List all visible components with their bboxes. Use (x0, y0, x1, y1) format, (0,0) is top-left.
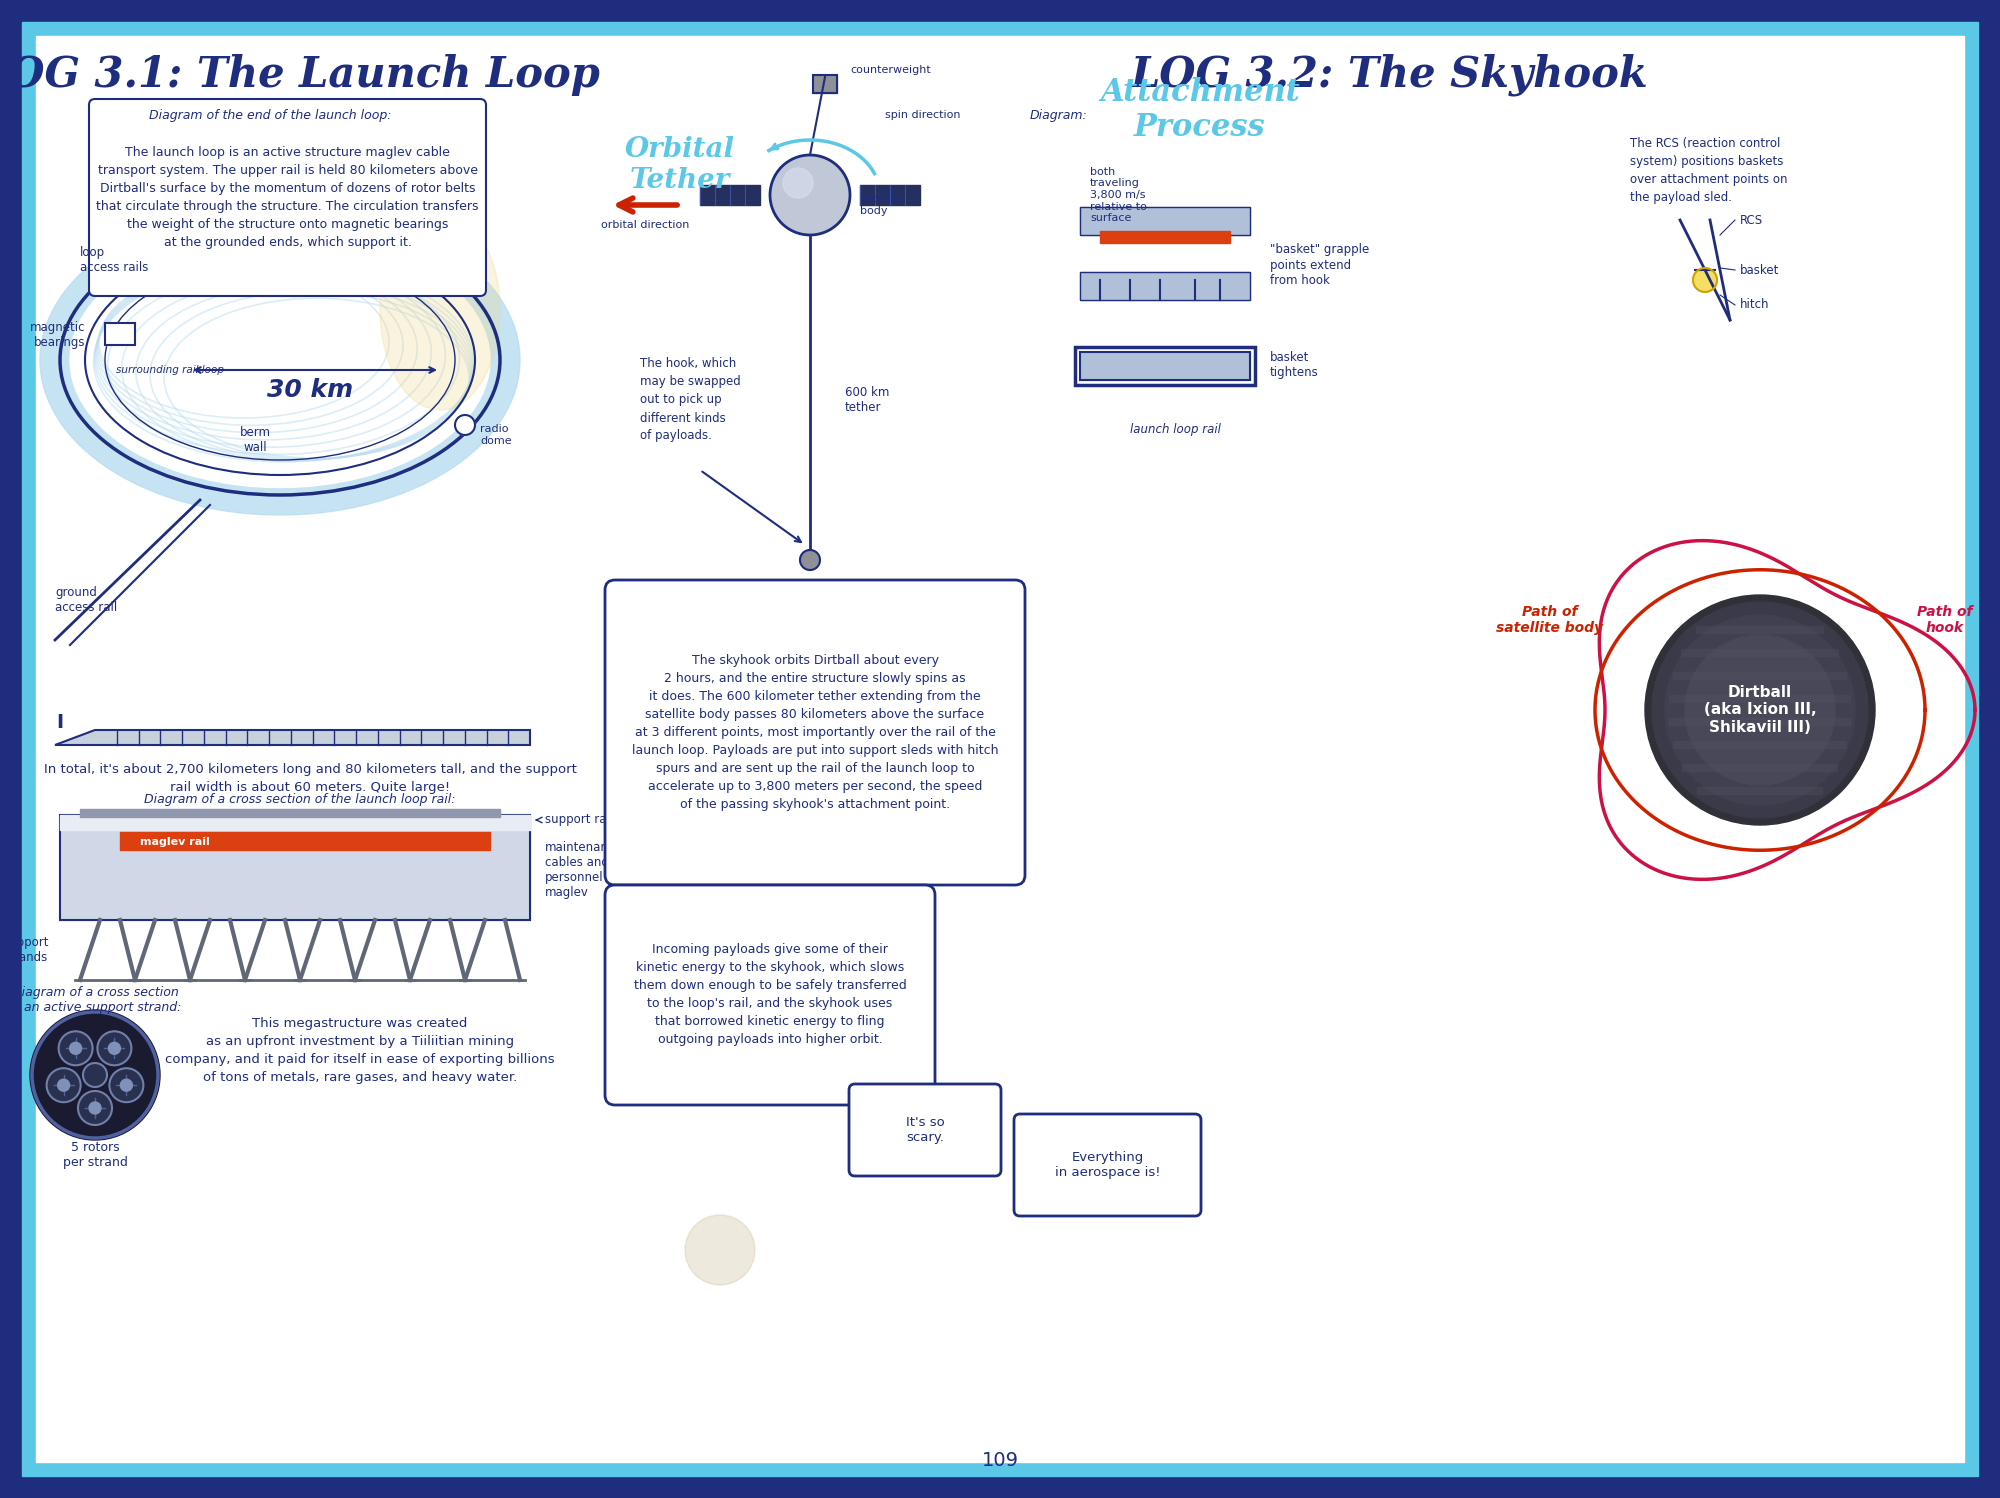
Circle shape (70, 1043, 82, 1055)
Text: ground
access rail: ground access rail (56, 586, 118, 614)
Text: Diagram:: Diagram: (1030, 108, 1088, 121)
Circle shape (1652, 602, 1868, 818)
Circle shape (770, 154, 850, 235)
Circle shape (456, 415, 476, 434)
Circle shape (110, 1068, 144, 1103)
Text: The skyhook orbits Dirtball about every
2 hours, and the entire structure slowly: The skyhook orbits Dirtball about every … (632, 655, 998, 810)
Text: both
traveling
3,800 m/s
relative to
surface: both traveling 3,800 m/s relative to sur… (1090, 166, 1146, 223)
Text: 109: 109 (982, 1450, 1018, 1470)
FancyBboxPatch shape (848, 1085, 1002, 1176)
Text: 600 km
tether: 600 km tether (844, 386, 890, 413)
Bar (1080, 273, 1250, 300)
Text: maintenance
cables and
personnel
maglev: maintenance cables and personnel maglev (544, 840, 622, 899)
Ellipse shape (40, 205, 520, 515)
Bar (1080, 273, 1250, 300)
Polygon shape (60, 815, 530, 830)
Text: spin direction: spin direction (884, 109, 960, 120)
Text: RCS: RCS (1740, 214, 1764, 226)
Circle shape (88, 1103, 100, 1115)
Circle shape (78, 1091, 112, 1125)
Text: maglev rail: maglev rail (140, 837, 210, 846)
Text: LOG 3.2: The Skyhook: LOG 3.2: The Skyhook (1132, 54, 1648, 96)
Circle shape (46, 1068, 80, 1103)
Text: Diagram of a cross section
of an active support strand:: Diagram of a cross section of an active … (8, 986, 182, 1014)
Bar (104, 324, 136, 345)
Circle shape (1692, 268, 1716, 292)
Polygon shape (56, 730, 530, 745)
Ellipse shape (380, 210, 500, 410)
FancyBboxPatch shape (88, 99, 486, 297)
Text: basket: basket (1740, 264, 1780, 277)
Circle shape (84, 1064, 108, 1088)
Bar (700, 184, 760, 205)
Text: satellite
body: satellite body (860, 195, 904, 216)
Text: hitch: hitch (1740, 298, 1770, 312)
Text: orbital direction: orbital direction (600, 220, 690, 231)
Text: launch loop rail: launch loop rail (1130, 424, 1220, 436)
Bar (104, 324, 136, 345)
Text: magnetic
bearings: magnetic bearings (30, 321, 84, 349)
Bar (860, 184, 920, 205)
Ellipse shape (70, 232, 490, 487)
Circle shape (800, 550, 820, 571)
Text: This megastructure was created
as an upfront investment by a Tiiliitian mining
c: This megastructure was created as an upf… (166, 1017, 554, 1083)
Circle shape (684, 1215, 756, 1285)
Circle shape (108, 1043, 120, 1055)
Text: Diagram of a cross section of the launch loop rail:: Diagram of a cross section of the launch… (144, 794, 456, 806)
Bar (1076, 348, 1256, 385)
Text: surrounding rail loop: surrounding rail loop (116, 366, 224, 374)
Bar (120, 831, 490, 849)
Text: counterweight: counterweight (850, 64, 930, 75)
Text: In total, it's about 2,700 kilometers long and 80 kilometers tall, and the suppo: In total, it's about 2,700 kilometers lo… (44, 762, 576, 794)
Circle shape (30, 1010, 160, 1140)
Circle shape (1684, 635, 1836, 785)
Text: 30 km: 30 km (266, 377, 354, 401)
Text: Orbital
Tether: Orbital Tether (624, 136, 736, 195)
Bar (812, 75, 836, 93)
Circle shape (98, 1031, 132, 1065)
Text: The hook, which
may be swapped
out to pick up
different kinds
of payloads.: The hook, which may be swapped out to pi… (640, 358, 740, 442)
Text: LOG 3.1: The Launch Loop: LOG 3.1: The Launch Loop (0, 54, 600, 96)
Circle shape (58, 1079, 70, 1091)
Text: Everything
in aerospace is!: Everything in aerospace is! (1054, 1150, 1160, 1179)
Text: The RCS (reaction control
system) positions baskets
over attachment points on
th: The RCS (reaction control system) positi… (1630, 136, 1788, 204)
Text: "basket" grapple
points extend
from hook: "basket" grapple points extend from hook (1270, 244, 1370, 286)
Text: Diagram of the end of the launch loop:: Diagram of the end of the launch loop: (148, 108, 392, 121)
Circle shape (1644, 595, 1876, 825)
Text: 5 rotors
per strand: 5 rotors per strand (62, 1141, 128, 1168)
FancyBboxPatch shape (604, 580, 1024, 885)
Circle shape (784, 168, 812, 198)
Bar (1080, 352, 1250, 380)
Circle shape (120, 1079, 132, 1091)
Bar (80, 809, 500, 816)
FancyBboxPatch shape (1014, 1115, 1200, 1216)
Text: loop
access rails: loop access rails (80, 246, 148, 274)
Text: Attachment
Process: Attachment Process (1100, 76, 1300, 144)
Circle shape (58, 1031, 92, 1065)
Bar (1100, 231, 1230, 243)
Bar (812, 75, 836, 93)
Text: basket
tightens: basket tightens (1270, 351, 1318, 379)
Text: Dirtball
(aka Ixion III,
Shikaviil III): Dirtball (aka Ixion III, Shikaviil III) (1704, 685, 1816, 736)
Text: I: I (56, 713, 64, 731)
Bar (1080, 352, 1250, 380)
Text: Path of
hook: Path of hook (1918, 605, 1972, 635)
Text: 7 active support
stands: 7 active support stands (0, 936, 48, 965)
Text: support rails: support rails (544, 813, 620, 827)
Text: Incoming payloads give some of their
kinetic energy to the skyhook, which slows
: Incoming payloads give some of their kin… (634, 944, 906, 1047)
FancyBboxPatch shape (604, 885, 936, 1106)
Polygon shape (60, 815, 530, 920)
Text: berm
wall: berm wall (240, 425, 270, 454)
Circle shape (1664, 616, 1856, 804)
Text: radio
dome: radio dome (480, 424, 512, 446)
Text: The launch loop is an active structure maglev cable
transport system. The upper : The launch loop is an active structure m… (96, 145, 478, 249)
Text: Path of
satellite body: Path of satellite body (1496, 605, 1604, 635)
Text: It's so
scary.: It's so scary. (906, 1116, 944, 1144)
Bar (1080, 207, 1250, 235)
Bar (1080, 207, 1250, 235)
